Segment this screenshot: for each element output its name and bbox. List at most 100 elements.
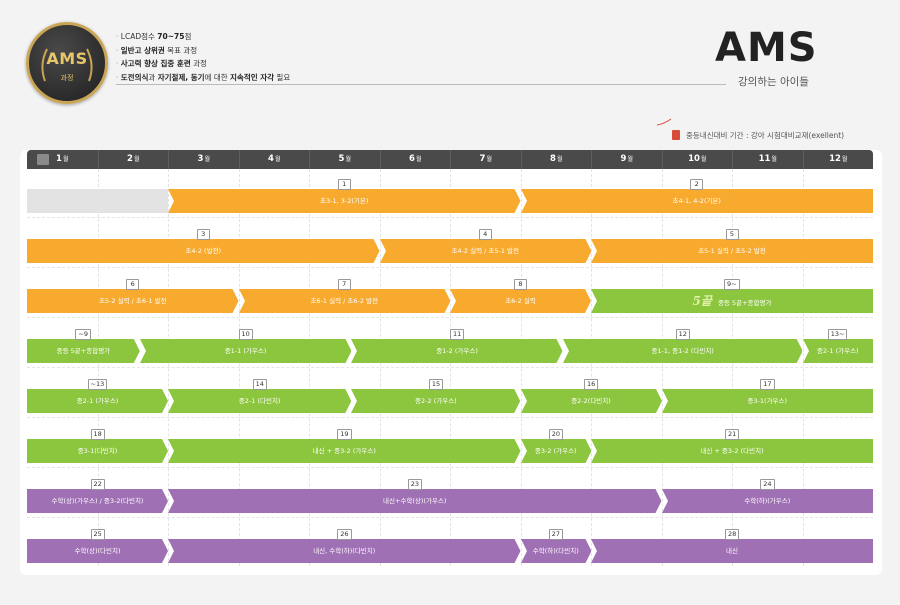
bar-shape	[27, 289, 239, 313]
bar-fill	[27, 189, 168, 213]
bar-label-text: 내신, 수학(하)(다빈치)	[313, 547, 376, 555]
bar-label: 초3-1, 3-2(기본)	[168, 189, 521, 213]
step-number-badge: 17	[760, 379, 775, 390]
description-item: 도전의식과 자기절제, 동기에 대한 지속적인 자각 필요	[116, 71, 290, 85]
bar-label-text: 내신 + 중3-2 (다빈치)	[700, 447, 764, 455]
bar-shape	[27, 189, 168, 213]
bar-label-text: 내신	[726, 547, 738, 555]
bar-label: 초5-1 실력 / 초5-2 발전	[591, 239, 873, 263]
bar-label: 내신 + 중3-2 (가우스)	[168, 439, 521, 463]
description-text: 점	[184, 32, 192, 41]
schedule-bar: 내신 + 중3-2 (가우스)	[168, 439, 521, 463]
bar-shape	[520, 189, 873, 213]
step-number-badge: 6	[126, 279, 140, 290]
bar-shape	[27, 389, 168, 413]
bar-fill	[591, 289, 873, 313]
schedule-bar	[27, 189, 168, 213]
description-item: 사고력 향상 집중 훈련 과정	[116, 57, 290, 71]
step-number-badge: 13~	[827, 329, 848, 340]
step-number-badge: 9~	[724, 279, 740, 290]
bar-fill	[351, 389, 521, 413]
bar-label: 중3-2 (가우스)	[521, 439, 592, 463]
month-1: 1월	[27, 150, 98, 169]
bar-fill	[450, 289, 591, 313]
description-text: LCAD점수	[120, 32, 158, 41]
schedule-bar: 중등 5끝+종합평가	[27, 339, 140, 363]
month-number: 4	[268, 154, 274, 164]
row-separator	[27, 467, 873, 468]
bar-shape	[168, 489, 662, 513]
bar-fill	[520, 389, 662, 413]
month-number: 3	[197, 154, 204, 164]
bar-shape	[450, 289, 591, 313]
month-5: 5월	[309, 150, 380, 169]
bar-fill	[520, 189, 873, 213]
bar-shape	[661, 389, 873, 413]
row-separator	[27, 217, 873, 218]
bar-label-text: 중2-1 (다빈치)	[238, 397, 281, 405]
bar-label: 중2-2(다빈치)	[521, 389, 662, 413]
description-item: LCAD점수 70~75점	[116, 30, 290, 44]
bar-label-text: 중등 5끝+종합평가	[717, 299, 772, 307]
description-text: 에 대한	[204, 72, 231, 82]
month-4: 4월	[238, 150, 310, 169]
emphasis-text: 일반고 상위권	[120, 45, 165, 55]
step-number-badge: 5	[725, 229, 739, 240]
month-6: 6월	[379, 150, 451, 169]
course-description-list: LCAD점수 70~75점일반고 상위권 목표 과정사고력 향상 집중 훈련 과…	[116, 30, 290, 84]
deco-swoosh-icon	[656, 118, 672, 126]
bar-label-text: 초5-2 실력 / 초6-1 발전	[98, 297, 167, 305]
schedule-bar: 중2-1 (다빈치)	[168, 389, 352, 413]
bar-label: 내신, 수학(하)(다빈치)	[168, 539, 521, 563]
month-10: 10월	[661, 150, 733, 169]
bar-fill	[168, 389, 352, 413]
bar-shape	[591, 539, 873, 563]
emphasis-text: 도전의식	[120, 72, 149, 82]
bar-label-text: 중3-2 (가우스)	[534, 447, 577, 455]
bar-shape	[27, 439, 168, 463]
header-divider	[116, 84, 726, 85]
step-number-badge: 12	[675, 329, 690, 340]
ams-course-badge: AMS 과정	[26, 22, 108, 104]
step-number-badge: 20	[548, 429, 564, 440]
description-text: 목표 과정	[164, 45, 198, 55]
description-text: 필요	[274, 72, 291, 82]
schedule-bar: 초5-2 실력 / 초6-1 발전	[27, 289, 239, 313]
bar-label: 중2-1 (가우스)	[27, 389, 168, 413]
month-number: 9	[620, 154, 627, 164]
schedule-bar: 중3-2 (가우스)	[520, 439, 592, 463]
schedule-bar: 초4-1, 4-2(기본)	[520, 189, 873, 213]
month-number: 2	[127, 154, 133, 164]
bar-shape	[661, 489, 873, 513]
month-9: 9월	[591, 150, 662, 169]
bar-shape	[27, 539, 168, 563]
month-unit: 월	[133, 156, 140, 163]
bar-fill	[139, 339, 352, 363]
month-unit: 월	[62, 156, 69, 163]
step-number-badge: 21	[725, 429, 740, 440]
bar-label: 초4-2 실력 / 초5-1 발전	[380, 239, 592, 263]
bar-label: 수학(하)(가우스)	[662, 489, 874, 513]
schedule-bar: 중2-1 (가우스)	[27, 389, 168, 413]
bar-label-text: 중1-1, 중1-2 (다빈치)	[651, 347, 714, 355]
schedule-bar: 초6-1 실력 / 초6-2 발전	[238, 289, 450, 313]
step-number-badge: 15	[428, 379, 444, 390]
month-header: 1월 2월 3월 4월 5월 6월 7월 8월 9월 10월 11월 12월	[27, 150, 873, 169]
badge-subtitle: 과정	[60, 74, 74, 82]
schedule-bar: 수학(하)(다빈치)	[520, 539, 591, 563]
bar-label-text: 중1-2 (가우스)	[436, 347, 478, 355]
month-11: 11월	[732, 150, 803, 169]
bar-label-text: 중2-1 (가우스)	[76, 397, 119, 405]
row-separator	[27, 267, 873, 268]
schedule-bar: 중1-2 (가우스)	[351, 339, 563, 363]
schedule-bar: 내신, 수학(하)(다빈치)	[168, 539, 521, 563]
bar-label-text: 초3-1, 3-2(기본)	[320, 197, 369, 205]
step-number-badge: 11	[450, 329, 465, 340]
bar-shape	[27, 239, 380, 263]
row-separator	[27, 517, 873, 518]
bar-fill	[27, 539, 168, 563]
calendar-icon	[37, 154, 49, 165]
bar-label-text: 초5-1 실력 / 초5-2 발전	[698, 247, 766, 255]
schedule-bar: 중3-1(가우스)	[661, 389, 873, 413]
schedule-bar: 초4-2 (발전)	[27, 239, 380, 263]
